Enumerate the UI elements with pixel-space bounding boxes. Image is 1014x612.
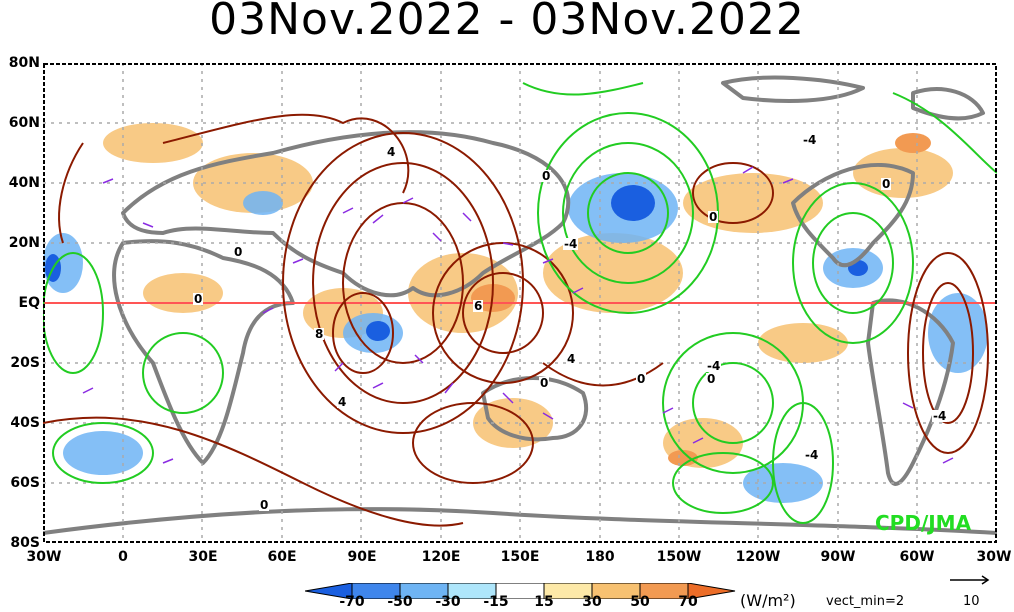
contour-label: 0 xyxy=(706,372,717,386)
contour-label: 0 xyxy=(541,169,552,183)
colorbar-tick: -30 xyxy=(435,594,461,610)
colorbar-tick: -50 xyxy=(387,594,413,610)
colorbar-tick: 15 xyxy=(534,594,554,610)
colorbar-segment xyxy=(687,583,736,599)
colorbar-tick: -15 xyxy=(483,594,509,610)
contour-label: -4 xyxy=(932,409,948,423)
x-label-150w: 150W xyxy=(656,549,702,565)
negative-anomaly-shading xyxy=(43,173,988,503)
x-label-60w: 60W xyxy=(899,549,935,565)
vect-min-label: vect_min=2 xyxy=(826,594,905,609)
colorbar-units: (W/m²) xyxy=(740,591,796,610)
contour-label: -4 xyxy=(804,448,820,462)
colorbar-tick: 30 xyxy=(582,594,602,610)
reference-vector-label: 10 xyxy=(963,594,980,609)
colorbar xyxy=(305,583,736,599)
y-label-80n: 80N xyxy=(8,55,40,71)
negative-contours xyxy=(43,82,997,524)
map-panel xyxy=(43,63,997,543)
contour-label: -4 xyxy=(706,359,722,373)
contour-label: 0 xyxy=(193,292,204,306)
y-label-40s: 40S xyxy=(10,415,40,431)
y-label-60s: 60S xyxy=(10,475,40,491)
y-label-eq: EQ xyxy=(18,295,40,311)
contour-label: 0 xyxy=(636,372,647,386)
x-label-30w-east: 30W xyxy=(976,549,1012,565)
y-label-20s: 20S xyxy=(10,355,40,371)
contour-label: 0 xyxy=(539,376,550,390)
contour-label: 0 xyxy=(881,177,892,191)
positive-contours xyxy=(43,113,989,527)
contour-label: 4 xyxy=(566,352,577,366)
reference-vector-arrow-icon xyxy=(950,575,990,585)
contour-label: 4 xyxy=(337,395,348,409)
contour-label: -4 xyxy=(563,237,579,251)
contour-label: 6 xyxy=(473,299,484,313)
x-label-180: 180 xyxy=(585,549,615,565)
x-label-90w: 90W xyxy=(820,549,856,565)
colorbar-tick: 70 xyxy=(678,594,698,610)
x-label-90e: 90E xyxy=(347,549,377,565)
wind-vectors xyxy=(82,166,954,464)
contour-label: 4 xyxy=(386,145,397,159)
x-label-30w: 30W xyxy=(26,549,62,565)
colorbar-tick: 50 xyxy=(630,594,650,610)
contour-label: 0 xyxy=(708,210,719,224)
y-label-40n: 40N xyxy=(8,175,40,191)
map-title: 03Nov.2022 - 03Nov.2022 xyxy=(209,0,805,45)
contour-label: 0 xyxy=(233,245,244,259)
contour-label: 0 xyxy=(259,498,270,512)
x-label-150e: 150E xyxy=(500,549,540,565)
x-label-60e: 60E xyxy=(267,549,297,565)
x-label-120w: 120W xyxy=(735,549,781,565)
contour-label: -4 xyxy=(802,133,818,147)
contour-label: 8 xyxy=(314,327,325,341)
y-label-80s: 80S xyxy=(10,535,40,551)
credit-label: CPD/JMA xyxy=(875,511,972,535)
y-label-20n: 20N xyxy=(8,235,40,251)
colorbar-tick: -70 xyxy=(339,594,365,610)
y-label-60n: 60N xyxy=(8,115,40,131)
x-label-30e: 30E xyxy=(188,549,218,565)
x-label-120e: 120E xyxy=(421,549,461,565)
x-label-0: 0 xyxy=(118,549,128,565)
coastlines xyxy=(43,75,997,535)
